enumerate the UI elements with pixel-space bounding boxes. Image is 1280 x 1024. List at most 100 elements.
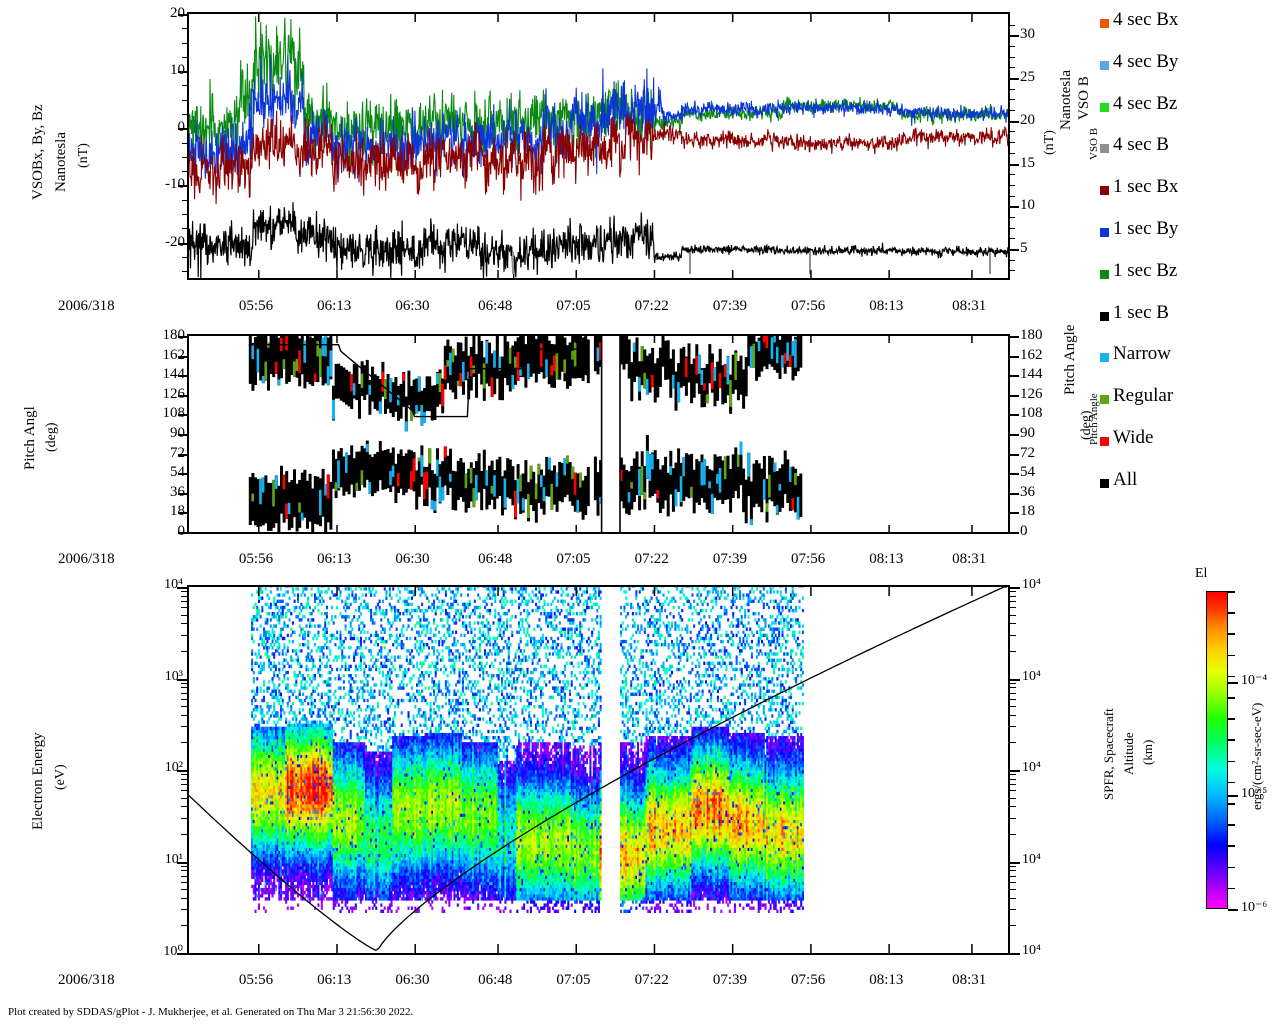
spectrogram-cell	[305, 791, 308, 796]
spectrogram-cell	[334, 748, 337, 752]
spectrogram-cell	[252, 680, 255, 684]
spectrogram-cell	[307, 760, 310, 765]
spectrogram-cell	[353, 636, 356, 641]
spectrogram-cell	[329, 652, 332, 656]
spectrogram-cell	[349, 788, 352, 793]
spectrogram-cell	[327, 748, 330, 752]
spectrogram-cell	[329, 698, 332, 703]
spectrogram-cell	[295, 674, 298, 678]
spectrogram-cell	[273, 875, 276, 879]
spectrogram-cell	[334, 816, 337, 820]
spectrogram-cell	[325, 630, 328, 634]
spectrogram-cell	[312, 822, 315, 827]
spectrogram-cell	[274, 745, 277, 749]
pitch-angle-block	[430, 470, 434, 510]
spectrogram-cell	[337, 757, 340, 762]
spectrogram-cell	[327, 770, 330, 774]
yaxis-tick-label: 36	[137, 484, 185, 501]
spectrogram-cell	[268, 822, 271, 827]
spectrogram-cell	[346, 884, 349, 889]
spectrogram-cell	[322, 860, 325, 864]
yaxis-tick-label: 126	[137, 386, 186, 403]
spectrogram-cell	[312, 810, 315, 814]
spectrogram-cell	[307, 822, 310, 827]
spectrogram-cell	[314, 801, 317, 805]
spectrogram-cell	[342, 860, 345, 864]
pitch-angle-block	[547, 457, 551, 497]
xaxis-tick-label: 06:48	[471, 551, 519, 568]
spectrogram-cell	[283, 788, 286, 793]
pitch-angle-block	[697, 354, 701, 394]
spectrogram-cell	[344, 878, 347, 882]
pitch-angle-block	[285, 336, 289, 384]
spectrogram-cell	[298, 875, 301, 879]
spectrogram-cell	[308, 844, 311, 848]
pitch-angle-block	[674, 371, 678, 411]
spectrogram-cell	[269, 813, 272, 817]
spectrogram-cell	[261, 760, 264, 765]
xaxis-tick-mark	[258, 270, 260, 278]
pitch-angle-block	[324, 336, 328, 357]
spectrogram-cell	[291, 891, 294, 895]
pitch-angle-block	[264, 336, 268, 381]
spectrogram-cell	[341, 869, 344, 873]
pitch-angle-block	[300, 336, 304, 375]
spectrogram-cell	[280, 807, 283, 811]
spectrogram-cell	[305, 853, 308, 858]
spectrogram-cell	[348, 822, 351, 827]
spectrogram-cell	[268, 860, 271, 864]
spectrogram-cell	[266, 838, 269, 842]
spectrogram-cell	[278, 670, 281, 675]
spectrogram-cell	[281, 838, 284, 842]
spectrogram-cell	[297, 856, 300, 861]
spectrogram-cell	[273, 869, 276, 873]
spectrogram-cell	[295, 736, 298, 740]
pitch-angle-block	[645, 378, 649, 395]
spectrogram-cell	[261, 732, 264, 737]
spectrogram-cell	[300, 887, 303, 892]
spectrogram-cell	[273, 813, 276, 817]
spectrogram-cell	[283, 822, 286, 827]
spectrogram-cell	[280, 757, 283, 762]
spectrogram-cell	[349, 863, 352, 867]
spectrogram-cell	[268, 881, 271, 886]
spectrogram-cell	[320, 825, 323, 830]
spectrogram-cell	[280, 633, 283, 638]
spectrogram-cell	[295, 649, 298, 653]
spectrogram-cell	[256, 866, 259, 870]
spectrogram-cell	[266, 788, 269, 793]
spectrogram-cell	[300, 717, 303, 721]
xaxis-tick-mark	[810, 270, 812, 278]
spectrogram-cell	[251, 618, 254, 622]
spectrogram-cell	[285, 878, 288, 882]
spectrogram-cell	[319, 785, 322, 789]
pitch-angle-block	[645, 450, 649, 478]
spectrogram-cell	[319, 667, 322, 672]
spectrogram-cell	[317, 742, 320, 746]
spectrogram-cell	[297, 791, 300, 796]
pitch-angle-block	[527, 336, 530, 379]
spectrogram-cell	[256, 692, 259, 696]
spectrogram-cell	[329, 872, 332, 876]
spectrogram-cell	[291, 856, 294, 861]
spectrogram-cell	[273, 683, 276, 687]
spectrogram-cell	[271, 736, 274, 740]
spectrogram-cell	[264, 739, 267, 743]
spectrogram-cell	[269, 832, 272, 836]
spectrogram-cell	[303, 723, 306, 727]
spectrogram-cell	[307, 887, 310, 892]
spectrogram-cell	[339, 807, 342, 811]
spectrogram-cell	[295, 751, 298, 755]
spectrogram-cell	[264, 909, 267, 913]
spectrogram-cell	[266, 835, 269, 839]
spectrogram-cell	[319, 856, 322, 861]
spectrogram-cell	[254, 807, 257, 811]
spectrogram-cell	[288, 776, 291, 780]
spectrogram-cell	[331, 729, 334, 734]
spectrogram-cell	[325, 844, 328, 848]
spectrogram-cell	[264, 875, 267, 879]
spectrogram-cell	[254, 822, 257, 827]
spectrogram-cell	[290, 878, 293, 882]
spectrogram-cell	[285, 884, 288, 889]
spectrogram-cell	[254, 754, 257, 758]
